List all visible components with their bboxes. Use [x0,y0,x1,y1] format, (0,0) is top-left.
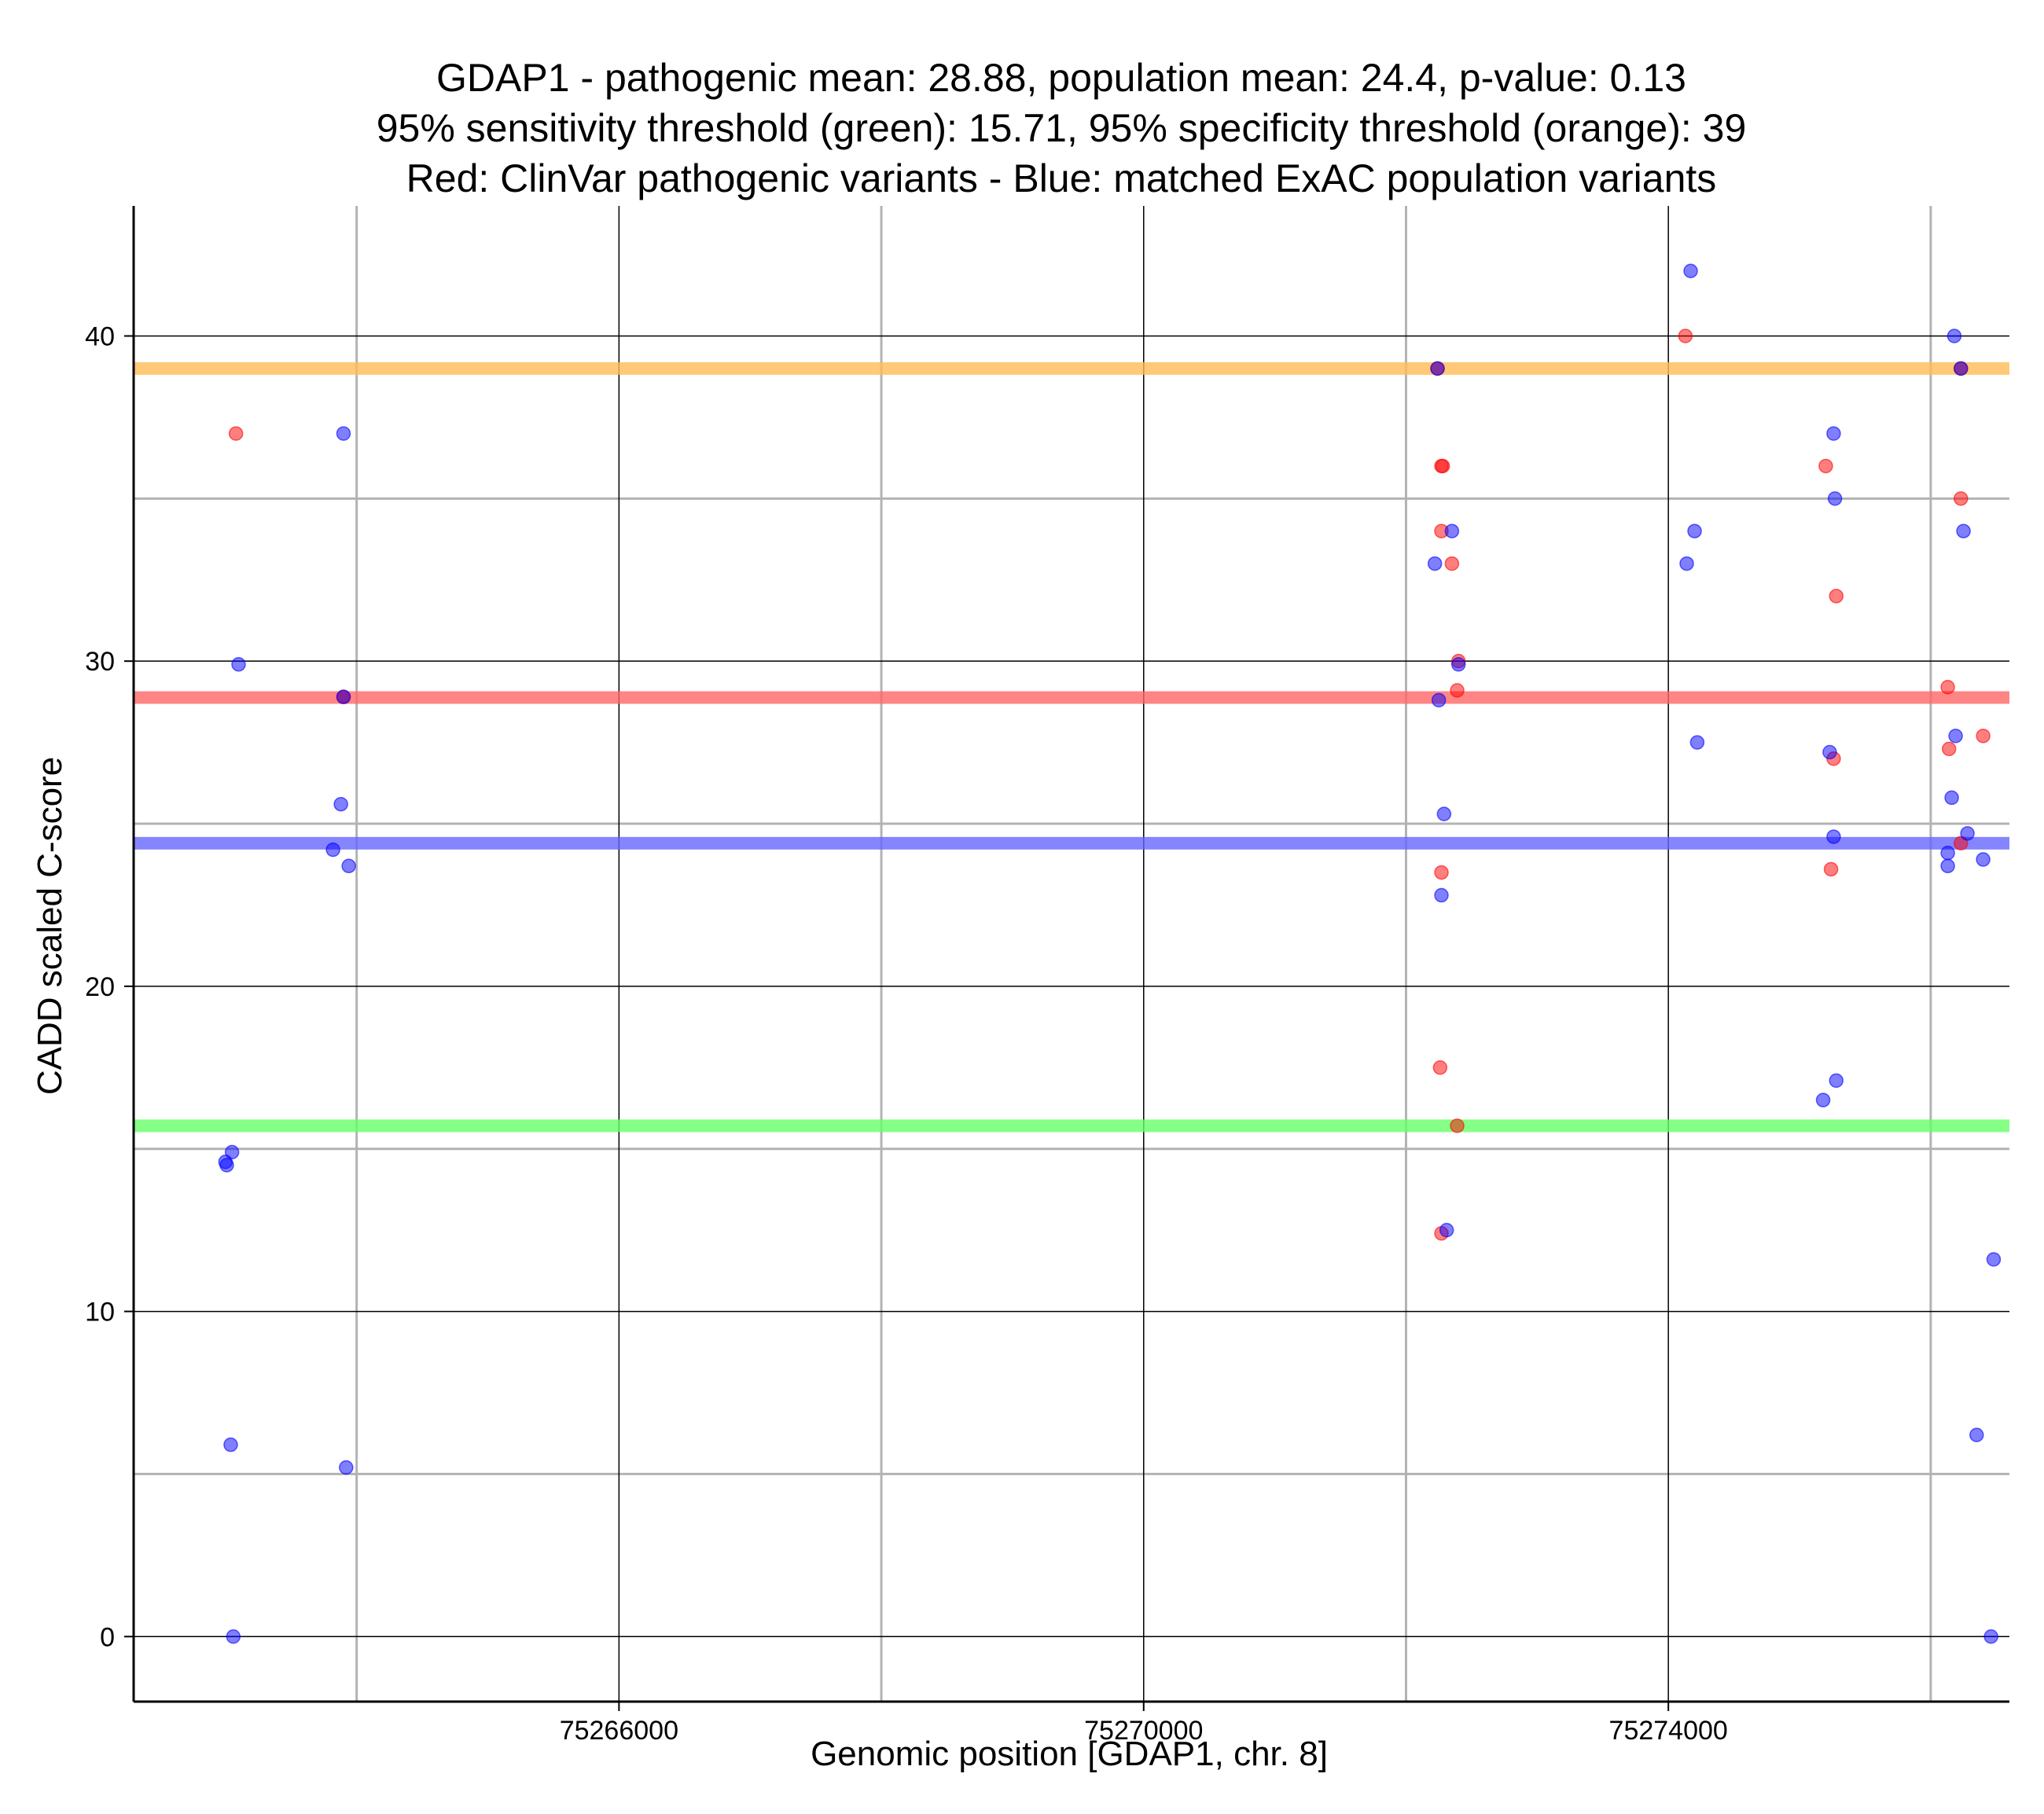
population-point [1430,361,1445,376]
population-point [1954,361,1969,376]
tick-labels: 75266000 75270000 75274000 0 10 20 30 40 [85,321,1728,1746]
population-point [1986,1252,2002,1267]
population-point [1826,426,1841,441]
pathogenic-point [1434,865,1449,880]
threshold-lines [134,362,2009,1133]
pathogenic-point [1678,329,1693,343]
chart-title: GDAP1 - pathogenic mean: 28.88, populati… [377,56,1747,200]
population-point [336,426,351,441]
population-point [1434,887,1449,903]
population-point [1948,729,1963,744]
population-point [1431,692,1447,708]
x-axis-title: Genomic position [GDAP1, chr. 8] [811,1735,1328,1773]
population-point [1815,1092,1831,1107]
pathogenic-point [1829,589,1844,604]
population-point [325,842,340,857]
population-point [226,1629,241,1644]
pathogenic-point [1450,683,1465,698]
population-point [1969,1427,1984,1443]
population-point [1829,1073,1844,1089]
pathogenic-point [1940,680,1955,695]
population-point [1944,790,1959,806]
major-gridlines [134,206,2009,1702]
population-point [1826,829,1841,844]
x-tick-label: 75266000 [560,1716,678,1746]
y-tick-label: 0 [100,1622,115,1652]
population-point [1687,523,1702,538]
population-point [1940,858,1955,874]
pathogenic-point [1818,458,1833,474]
x-tick-label: 75274000 [1609,1716,1728,1746]
pathogenic-point [1444,556,1460,571]
pathogenic-point [1976,729,1991,744]
population-point [1689,735,1705,750]
population-point [1940,846,1955,861]
pathogenic-point [1823,861,1839,877]
population-point [231,657,246,672]
population-point [1956,523,1971,538]
population-point [223,1437,238,1452]
axes [132,206,2009,1703]
title-line-3: Red: ClinVar pathogenic variants - Blue:… [406,156,1717,200]
y-tick-label: 40 [85,321,115,351]
pathogenic-point [1954,491,1969,506]
population-point [333,796,348,812]
population-point [1683,263,1698,278]
population-point [1983,1629,1998,1644]
y-tick-label: 30 [85,647,115,677]
population-point [1976,852,1991,867]
population-point [1450,657,1466,672]
data-points [218,263,2002,1644]
population-point [1427,556,1443,571]
population-point [1960,826,1975,841]
y-axis-title: CADD scaled C-score [31,757,69,1095]
y-tick-label: 20 [85,972,115,1002]
pathogenic-point [1941,741,1957,757]
population-point [1444,523,1460,538]
pathogenic-point [1432,1060,1448,1075]
minor-gridlines [134,206,2009,1702]
population-point [219,1158,234,1173]
population-point [1679,556,1694,571]
pathogenic-point [228,426,244,441]
population-point [1827,491,1843,506]
population-point [1822,744,1837,760]
population-point [1439,1222,1454,1238]
title-line-2: 95% sensitivity threshold (green): 15.71… [377,106,1747,150]
population-point [1947,329,1962,343]
pathogenic-point [1450,1118,1465,1133]
title-line-1: GDAP1 - pathogenic mean: 28.88, populati… [436,56,1686,100]
population-point [224,1144,240,1160]
y-tick-label: 10 [85,1298,115,1327]
pathogenic-point [1435,458,1450,474]
population-point [339,1460,354,1475]
population-point [1436,806,1452,821]
x-tick-label: 75270000 [1084,1716,1203,1746]
population-point [341,858,356,874]
population-point [336,689,351,704]
